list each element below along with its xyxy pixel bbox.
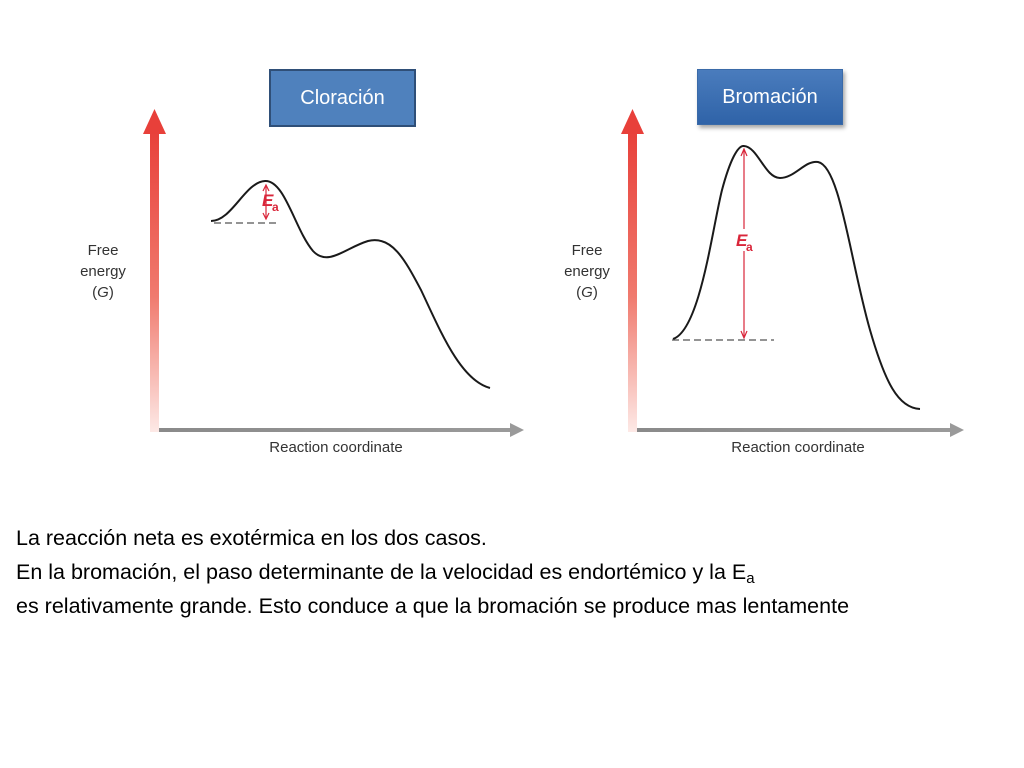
caption-line-1: La reacción neta es exotérmica en los do…: [16, 526, 487, 550]
caption-line-2-text: En la bromación, el paso determinante de…: [16, 560, 747, 584]
svg-text:energy: energy: [564, 263, 610, 280]
bromacion-diagram: Free energy (G) Reaction coordinate E a: [564, 109, 964, 456]
caption-line-3: es relativamente grande. Esto conduce a …: [16, 594, 850, 618]
cloracion-x-axis-label: Reaction coordinate: [269, 439, 402, 456]
caption-line-2: En la bromación, el paso determinante de…: [16, 555, 1024, 589]
svg-text:Free: Free: [572, 242, 603, 259]
bromacion-ea-subscript: a: [746, 240, 753, 254]
svg-text:energy: energy: [80, 263, 126, 280]
bromacion-title: Bromación: [722, 85, 818, 108]
bromacion-energy-curve: [672, 145, 921, 410]
bromacion-ea-label: E: [736, 231, 748, 250]
caption-line-2-subscript: a: [746, 570, 755, 587]
cloracion-ea-subscript: a: [272, 200, 279, 214]
cloracion-y-axis-arrow: [143, 109, 166, 432]
cloracion-x-axis-arrow: [159, 423, 524, 437]
energy-diagrams: Free energy (G) Reaction coordinate E a …: [80, 109, 964, 456]
bromacion-y-axis-arrow: [621, 109, 644, 432]
cloracion-ea-arrow: [262, 183, 270, 221]
cloracion-energy-curve: [210, 179, 491, 389]
cloracion-title: Cloración: [300, 86, 385, 109]
cloracion-diagram: Free energy (G) Reaction coordinate E a: [80, 109, 524, 456]
bromacion-y-axis-label: Free energy (G): [564, 242, 610, 301]
bromacion-title-box: Bromación: [697, 69, 843, 125]
svg-text:(G): (G): [576, 284, 598, 301]
cloracion-y-axis-label: Free energy (G): [80, 242, 126, 301]
bromacion-x-axis-label: Reaction coordinate: [731, 439, 864, 456]
cloracion-ea-label: E: [262, 191, 274, 210]
cloracion-title-box: Cloración: [269, 69, 416, 127]
explanation-text: La reacción neta es exotérmica en los do…: [16, 521, 1024, 623]
svg-text:(G): (G): [92, 284, 114, 301]
bromacion-x-axis-arrow: [637, 423, 964, 437]
svg-text:Free: Free: [88, 242, 119, 259]
